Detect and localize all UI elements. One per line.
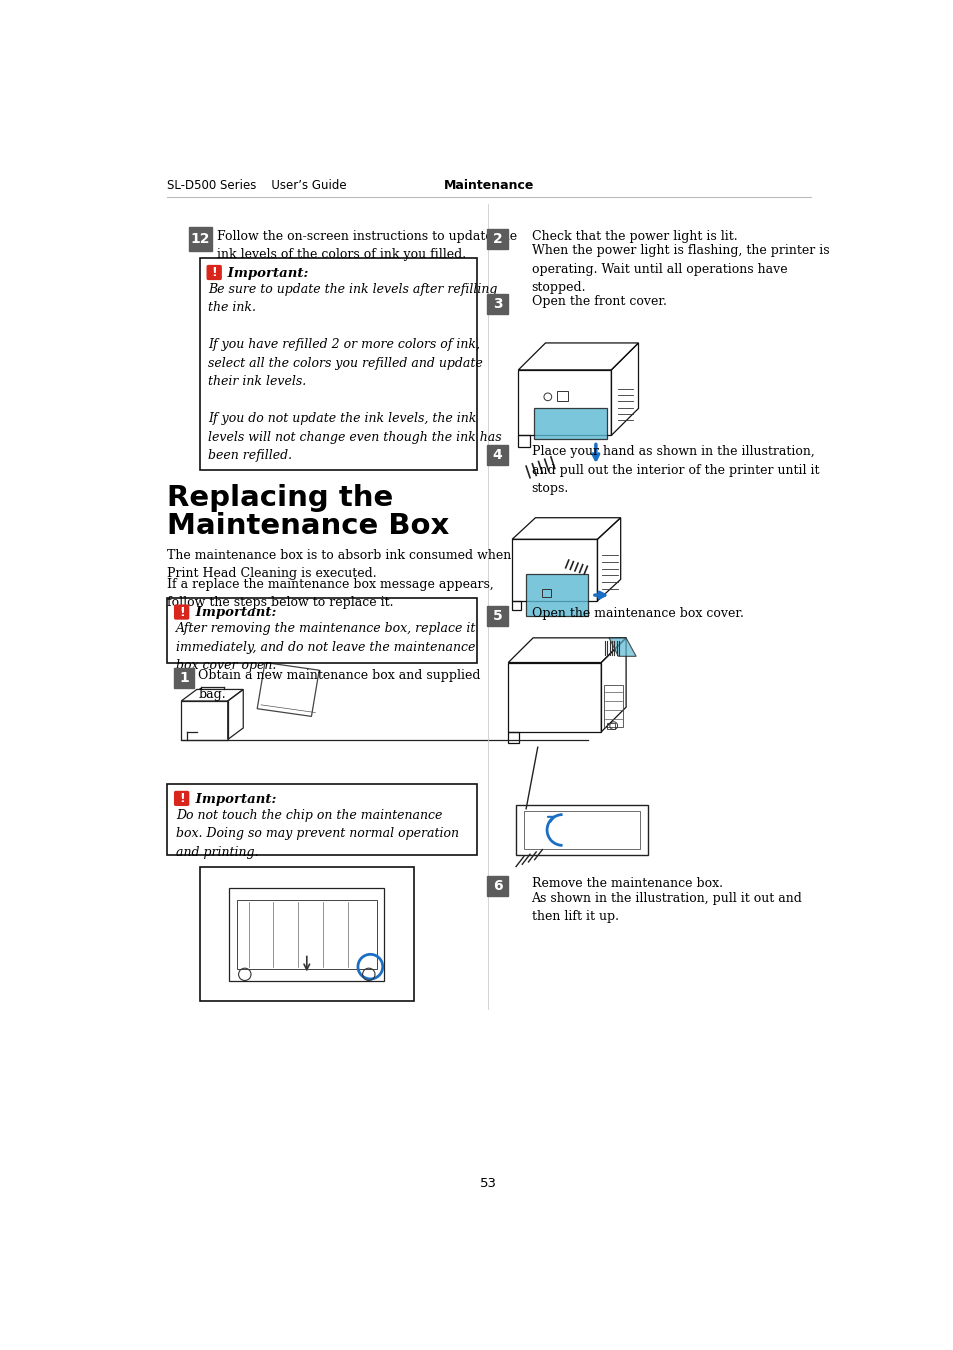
Bar xyxy=(557,392,567,401)
Text: If a replace the maintenance box message appears,
follow the steps below to repl: If a replace the maintenance box message… xyxy=(167,578,494,609)
Text: The maintenance box is to absorb ink consumed when
Print Head Cleaning is execut: The maintenance box is to absorb ink con… xyxy=(167,549,511,580)
Text: As shown in the illustration, pull it out and
then lift it up.: As shown in the illustration, pull it ou… xyxy=(531,892,801,923)
Text: 12: 12 xyxy=(191,232,211,246)
Text: Remove the maintenance box.: Remove the maintenance box. xyxy=(531,876,721,890)
Bar xyxy=(199,867,414,1002)
Bar xyxy=(174,668,194,688)
FancyBboxPatch shape xyxy=(207,266,221,279)
Text: Follow the on-screen instructions to update the
ink levels of the colors of ink : Follow the on-screen instructions to upd… xyxy=(216,230,517,262)
Text: Check that the power light is lit.: Check that the power light is lit. xyxy=(531,230,737,243)
Text: Do not touch the chip on the maintenance
box. Doing so may prevent normal operat: Do not touch the chip on the maintenance… xyxy=(175,809,458,859)
Text: Important:: Important: xyxy=(191,792,275,806)
Polygon shape xyxy=(608,637,636,656)
Text: Open the front cover.: Open the front cover. xyxy=(531,296,666,308)
Polygon shape xyxy=(534,409,607,439)
Text: 5: 5 xyxy=(492,609,502,624)
Bar xyxy=(487,230,507,248)
FancyBboxPatch shape xyxy=(174,791,189,806)
Bar xyxy=(487,606,507,626)
Text: After removing the maintenance box, replace it
immediately, and do not leave the: After removing the maintenance box, repl… xyxy=(175,622,476,672)
Bar xyxy=(487,294,507,315)
Text: Maintenance: Maintenance xyxy=(443,180,534,192)
Text: Replacing the: Replacing the xyxy=(167,483,394,512)
Text: Maintenance Box: Maintenance Box xyxy=(167,513,449,540)
Polygon shape xyxy=(525,574,587,617)
Bar xyxy=(516,805,647,855)
Text: Obtain a new maintenance box and supplied
bag.: Obtain a new maintenance box and supplie… xyxy=(198,670,480,701)
Text: 6: 6 xyxy=(492,879,501,892)
Bar xyxy=(487,876,507,896)
Bar xyxy=(523,811,639,849)
Bar xyxy=(236,899,376,969)
Text: Be sure to update the ink levels after refilling
the ink.

If you have refilled : Be sure to update the ink levels after r… xyxy=(208,284,501,463)
Text: Important:: Important: xyxy=(191,606,275,620)
Text: !: ! xyxy=(212,266,217,279)
Text: When the power light is flashing, the printer is
operating. Wait until all opera: When the power light is flashing, the pr… xyxy=(531,244,828,294)
Text: Place your hand as shown in the illustration,
and pull out the interior of the p: Place your hand as shown in the illustra… xyxy=(531,446,819,495)
Text: !: ! xyxy=(178,606,184,618)
Text: Important:: Important: xyxy=(223,267,308,279)
Text: 4: 4 xyxy=(492,448,502,462)
Bar xyxy=(541,590,550,597)
Bar xyxy=(167,784,476,855)
Bar xyxy=(607,722,615,729)
Bar xyxy=(487,444,507,464)
FancyBboxPatch shape xyxy=(174,605,189,620)
Text: 3: 3 xyxy=(492,297,501,312)
Bar xyxy=(167,598,476,663)
Bar xyxy=(604,684,622,728)
Text: SL-D500 Series    User’s Guide: SL-D500 Series User’s Guide xyxy=(167,180,347,192)
Text: 1: 1 xyxy=(179,671,189,684)
Text: !: ! xyxy=(178,792,184,805)
Bar xyxy=(189,227,212,251)
Text: 53: 53 xyxy=(480,1177,497,1189)
Bar xyxy=(199,258,476,470)
Text: Open the maintenance box cover.: Open the maintenance box cover. xyxy=(531,608,742,620)
Bar xyxy=(229,888,384,980)
Text: 2: 2 xyxy=(492,232,502,246)
